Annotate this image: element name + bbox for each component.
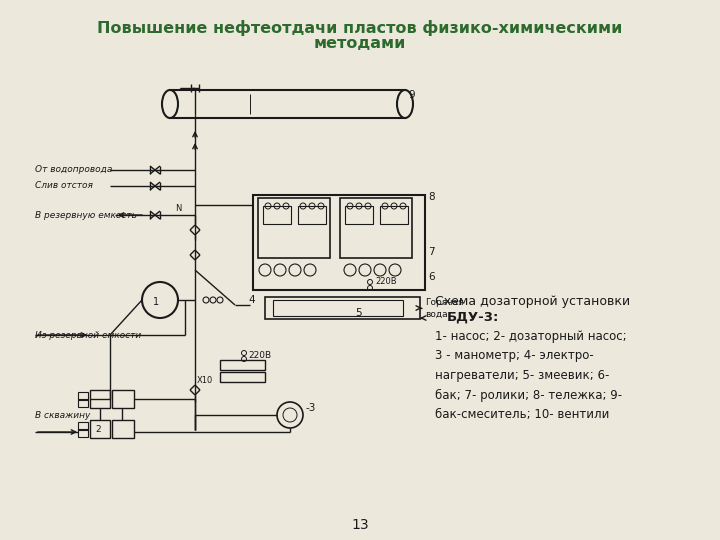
Text: Повышение нефтеотдачи пластов физико-химическими: Повышение нефтеотдачи пластов физико-хим… [97, 20, 623, 36]
Bar [298, 206, 326, 224]
Text: методами: методами [314, 37, 406, 51]
Text: N: N [175, 204, 181, 213]
Bar [263, 206, 291, 224]
Text: БДУ-3:: БДУ-3: [447, 311, 500, 324]
Text: Слив отстоя: Слив отстоя [35, 181, 93, 191]
Ellipse shape [397, 90, 413, 118]
Text: 6: 6 [428, 272, 435, 282]
Text: 1- насос; 2- дозаторный насос;
3 - манометр; 4- электро-
нагреватели; 5- змеевик: 1- насос; 2- дозаторный насос; 3 - маном… [435, 330, 626, 421]
Text: 13: 13 [351, 518, 369, 532]
Text: В резервную емкость: В резервную емкость [35, 211, 137, 219]
Ellipse shape [162, 90, 178, 118]
Text: Схема дозаторной установки: Схема дозаторной установки [435, 295, 630, 308]
Text: 9: 9 [408, 90, 415, 100]
Bar [380, 206, 408, 224]
Text: От водопровода: От водопровода [35, 165, 112, 174]
Bar [170, 90, 405, 118]
Bar [220, 372, 265, 382]
Text: Горячая
вода: Горячая вода [425, 298, 464, 319]
Bar [265, 297, 420, 319]
Bar [78, 392, 88, 400]
Text: В скважину: В скважину [35, 410, 91, 420]
Bar [78, 399, 88, 407]
Text: 1: 1 [153, 297, 159, 307]
Text: 220В: 220В [248, 350, 271, 360]
Bar [345, 206, 373, 224]
Bar [273, 300, 403, 316]
Bar [78, 422, 88, 430]
Text: -3: -3 [305, 403, 315, 413]
Bar [112, 390, 134, 408]
Text: 4: 4 [248, 295, 255, 305]
Text: 8: 8 [428, 192, 435, 202]
Bar [253, 195, 425, 290]
Bar [340, 198, 412, 258]
Text: 220В: 220В [375, 278, 397, 287]
Text: 5: 5 [355, 308, 361, 318]
Bar [90, 420, 110, 438]
Bar [220, 360, 265, 370]
Text: 2: 2 [95, 426, 101, 435]
Bar [112, 420, 134, 438]
Bar [90, 390, 110, 408]
Text: X10: X10 [197, 376, 213, 385]
Text: 7: 7 [428, 247, 435, 257]
Bar [258, 198, 330, 258]
Text: Из резервной емкости: Из резервной емкости [35, 330, 141, 340]
Bar [78, 429, 88, 437]
